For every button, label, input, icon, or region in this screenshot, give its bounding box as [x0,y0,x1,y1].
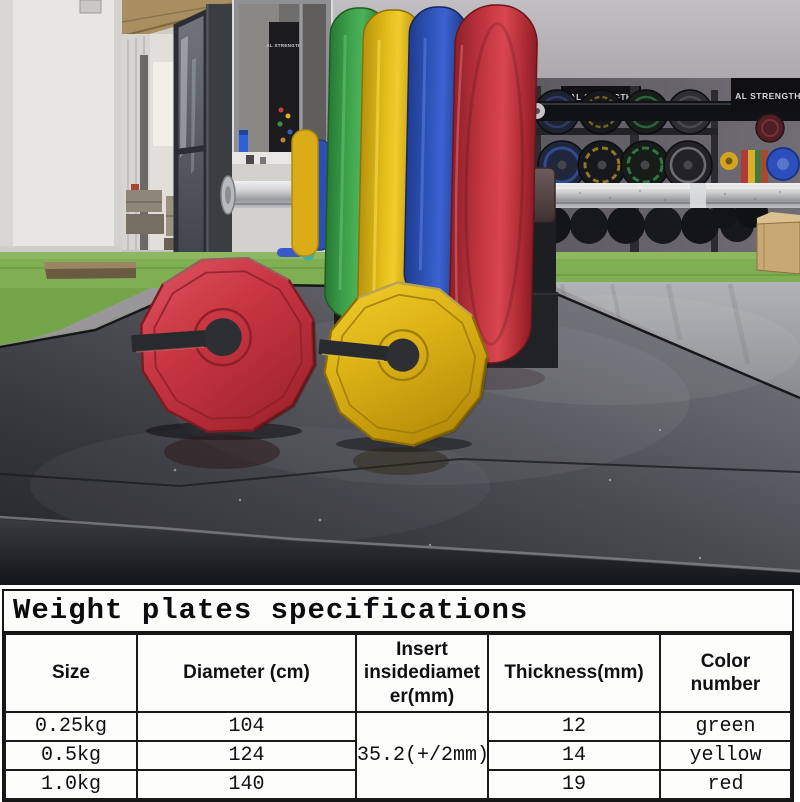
cell-diameter: 140 [136,769,357,800]
table-row: 0.25kg 104 35.2(+/2mm) 12 green [4,711,792,800]
rack-sign-right [731,78,800,112]
cell-size: 0.5kg [4,740,138,771]
interior-post [140,55,148,252]
platform-seam [0,457,800,488]
cell-insert-diameter: 35.2(+/2mm) [355,711,489,800]
blue-competition-plate [766,147,800,181]
glass-door [173,4,232,266]
cell-thickness: 19 [487,769,661,800]
cell-diameter: 104 [136,711,357,742]
cell-thickness: 12 [487,711,661,742]
striped-plate-stack [741,150,768,184]
rack-sign-right-text: AL STRENGTH [735,91,800,101]
cell-diameter: 124 [136,740,357,771]
plate-shadows [146,366,545,475]
spec-table-box: Weight plates specifications Size Diamet… [2,589,794,802]
col-header-insert: Insert insidediamet er(mm) [355,633,489,713]
rubber-mat-strip [44,262,136,279]
col-header-thickness: Thickness(mm) [487,633,661,713]
barbell-sleeve [220,175,296,215]
plate-center-hole [203,318,242,357]
chalk-specks [173,428,702,560]
header-row: Size Diameter (cm) Insert insidediamet e… [4,633,792,713]
plate-slot [131,330,207,353]
wall-vent [79,0,102,14]
cell-size: 0.25kg [4,711,138,742]
gym-scene: AL STRENGTH AL STRENGTH [0,0,800,585]
cell-thickness: 14 [487,740,661,771]
blue-bottle [239,133,248,153]
table-row: 0.5kg 124 14 yellow [4,740,792,771]
spec-section: Weight plates specifications Size Diamet… [0,585,800,802]
spec-table: Size Diameter (cm) Insert insidediamet e… [4,633,792,800]
barbell-bar [544,183,800,208]
col-header-diameter: Diameter (cm) [136,633,357,713]
glass-reflection [180,36,188,158]
col-header-color: Color number [659,633,792,713]
left-wall [0,0,122,263]
cell-color: yellow [659,740,792,771]
spec-table-title: Weight plates specifications [4,591,792,633]
window-banner-sign: AL STRENGTH [266,22,301,152]
cell-color: green [659,711,792,742]
platform-front-face [0,519,800,585]
fractional-plate-yellow [314,272,498,456]
dark-red-plate [755,113,785,143]
window-banner-text: AL STRENGTH [266,43,301,48]
fractional-plate-red [131,254,319,436]
platform-front-edge [0,515,800,573]
door-frame-post [206,4,232,263]
col-header-size: Size [4,633,138,713]
product-photo: AL STRENGTH AL STRENGTH [0,0,800,585]
concrete-reflections [560,283,751,365]
concrete-floor [545,282,800,398]
cell-color: red [659,769,792,800]
plyo-box [756,212,800,275]
bumper-plate-red [448,4,538,364]
table-row: 1.0kg 140 19 red [4,769,792,800]
plate-center-hole [386,338,420,372]
bumper-plate-stack [324,4,538,364]
cell-size: 1.0kg [4,769,138,800]
